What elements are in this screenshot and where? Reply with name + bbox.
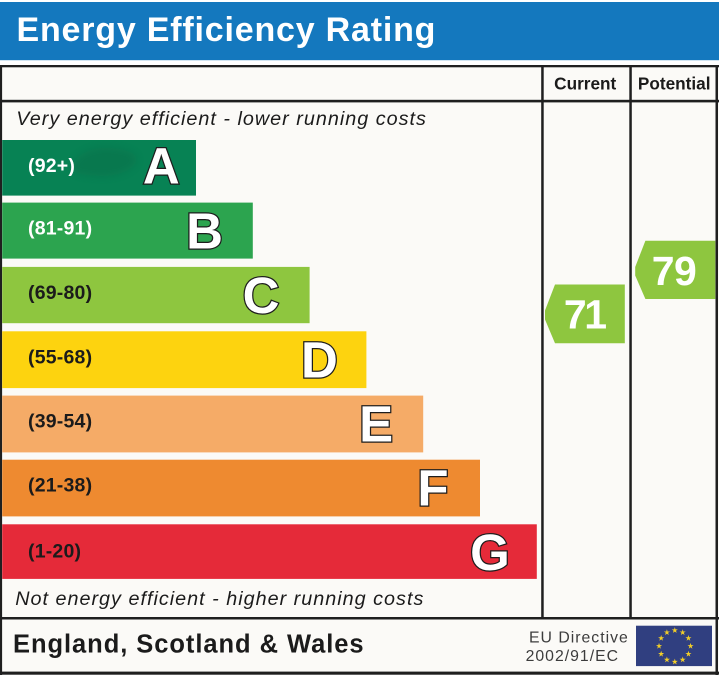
svg-text:Energy Efficiency Rating: Energy Efficiency Rating bbox=[17, 11, 437, 49]
svg-text:G: G bbox=[470, 524, 510, 581]
svg-text:71: 71 bbox=[564, 292, 606, 338]
svg-text:C: C bbox=[243, 267, 280, 324]
svg-text:B: B bbox=[186, 203, 223, 260]
svg-text:Not energy efficient - higher: Not energy efficient - higher running co… bbox=[15, 588, 424, 610]
svg-text:Current: Current bbox=[554, 74, 616, 94]
svg-text:(69-80): (69-80) bbox=[28, 282, 92, 304]
svg-text:(21-38): (21-38) bbox=[28, 475, 92, 497]
svg-text:E: E bbox=[359, 396, 393, 453]
svg-text:(92+): (92+) bbox=[28, 155, 75, 177]
svg-text:2002/91/EC: 2002/91/EC bbox=[526, 648, 619, 665]
svg-text:EU Directive: EU Directive bbox=[529, 630, 629, 647]
svg-text:Potential: Potential bbox=[638, 74, 711, 94]
svg-text:(55-68): (55-68) bbox=[28, 346, 92, 368]
svg-text:(81-91): (81-91) bbox=[28, 218, 92, 240]
svg-text:D: D bbox=[301, 331, 338, 388]
svg-text:F: F bbox=[417, 460, 448, 517]
svg-text:Very energy efficient - lower: Very energy efficient - lower running co… bbox=[16, 108, 427, 130]
svg-text:England, Scotland & Wales: England, Scotland & Wales bbox=[13, 630, 365, 658]
svg-text:A: A bbox=[143, 138, 180, 195]
svg-text:(1-20): (1-20) bbox=[28, 541, 81, 563]
svg-text:79: 79 bbox=[652, 248, 697, 294]
svg-text:(39-54): (39-54) bbox=[28, 411, 92, 433]
